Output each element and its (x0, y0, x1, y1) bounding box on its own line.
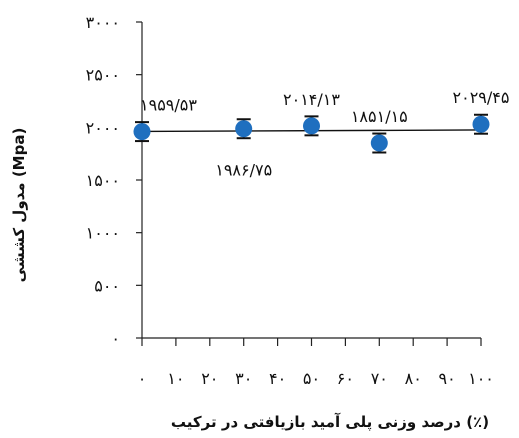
y-axis-title: مدول کششی (Mpa) (10, 128, 28, 283)
x-tick-label-100: ۱۰۰ (468, 369, 494, 388)
axes (141, 22, 481, 339)
data-point-30 (235, 120, 253, 138)
data-point-70 (370, 134, 388, 152)
x-tick-label-90: ۹۰ (439, 369, 456, 388)
data-points (133, 115, 490, 152)
data-label-70: ۱۸۵۱/۱۵ (351, 107, 408, 126)
x-tick-label-50: ۵۰ (303, 369, 320, 388)
y-tick-label-2500: ۲۵۰۰ (86, 66, 120, 85)
data-label-50: ۲۰۱۴/۱۳ (283, 90, 340, 109)
y-axis-ticks: ۰ ۵۰۰ ۱۰۰۰ ۱۵۰۰ ۲۰۰۰ ۲۵۰۰ ۳۰۰۰ (86, 13, 142, 348)
x-tick-label-20: ۲۰ (201, 369, 218, 388)
x-tick-label-60: ۶۰ (337, 369, 354, 388)
x-tick-label-40: ۴۰ (269, 369, 286, 388)
data-label-100: ۲۰۲۹/۴۵ (453, 88, 510, 107)
y-tick-label-1000: ۱۰۰۰ (86, 224, 120, 243)
data-label-30: ۱۹۸۶/۷۵ (215, 161, 272, 180)
y-tick-label-1500: ۱۵۰۰ (86, 171, 120, 190)
y-tick-label-3000: ۳۰۰۰ (86, 13, 120, 32)
data-point-50 (303, 117, 320, 135)
x-tick-label-80: ۸۰ (405, 369, 422, 388)
x-tick-label-70: ۷۰ (371, 369, 388, 388)
x-tick-label-30: ۳۰ (235, 369, 252, 388)
data-label-0: ۱۹۵۹/۵۳ (140, 96, 197, 115)
x-axis-title: درصد وزنی پلی آمید بازیافتی در ترکیب (٪) (171, 413, 489, 432)
data-point-0 (133, 123, 151, 141)
y-tick-label-500: ۵۰۰ (94, 276, 120, 295)
x-tick-label-0: ۰ (138, 369, 147, 388)
data-labels: ۱۹۵۹/۵۳ ۱۹۸۶/۷۵ ۲۰۱۴/۱۳ ۱۸۵۱/۱۵ ۲۰۲۹/۴۵ (140, 88, 509, 179)
y-tick-label-2000: ۲۰۰۰ (86, 118, 120, 137)
y-tick-label-0: ۰ (111, 329, 120, 348)
x-axis-ticks: ۰ ۱۰ ۲۰ ۳۰ ۴۰ ۵۰ ۶۰ ۷۰ ۸۰ ۹۰ ۱۰۰ (138, 338, 494, 388)
data-point-100 (472, 115, 490, 133)
x-tick-label-10: ۱۰ (167, 369, 184, 388)
